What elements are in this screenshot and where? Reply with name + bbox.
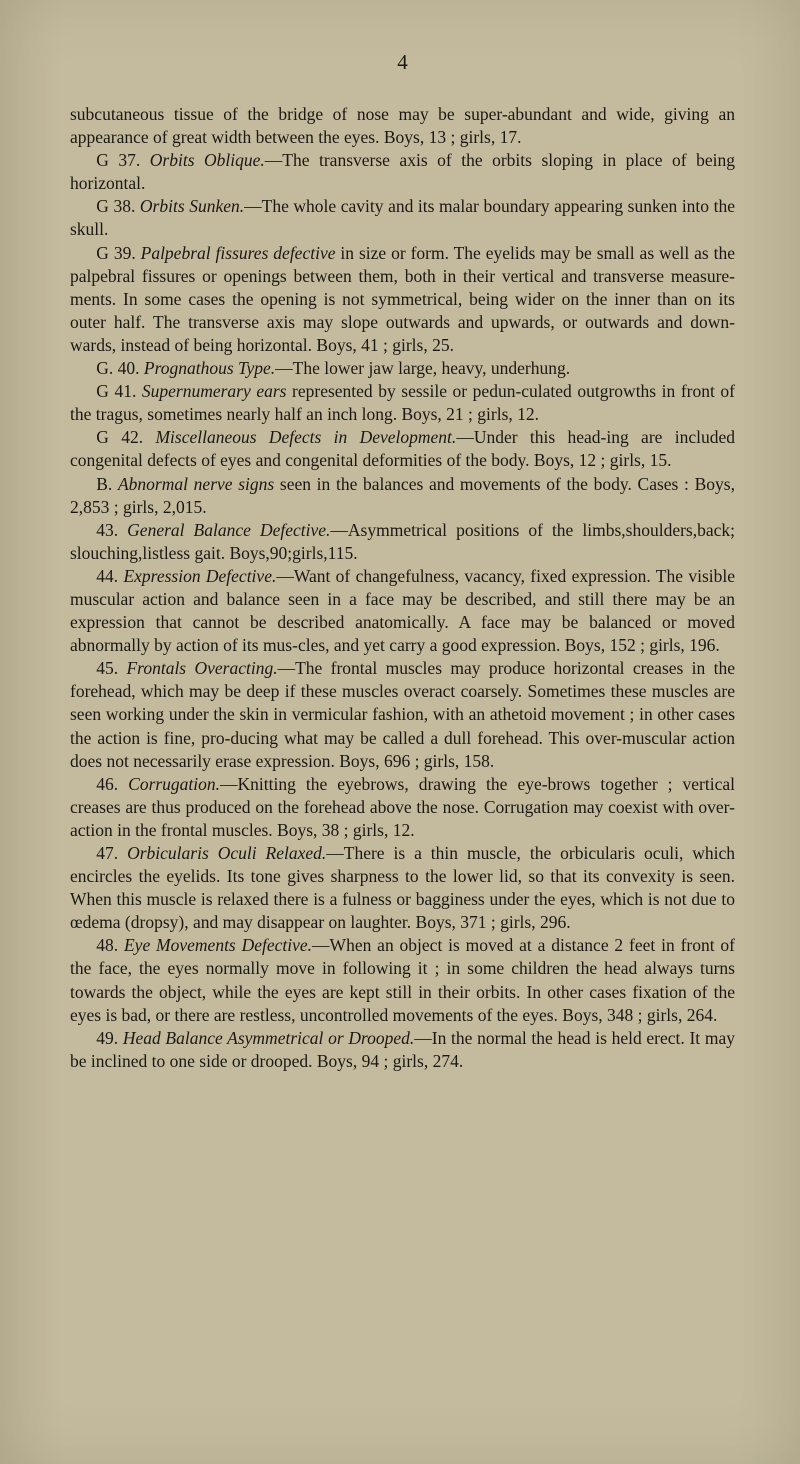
paragraph: 46. Corrugation.—Knitting the eyebrows, … <box>70 773 735 842</box>
paragraph: 44. Expression Defective.—Want of change… <box>70 565 735 657</box>
paragraph: subcutaneous tissue of the bridge of nos… <box>70 103 735 149</box>
paragraph: 43. General Balance Defective.—Asymmetri… <box>70 519 735 565</box>
paragraph: G 38. Orbits Sunken.—The whole cavity an… <box>70 195 735 241</box>
paragraph: G 42. Miscellaneous Defects in Developme… <box>70 426 735 472</box>
page-number: 4 <box>70 50 735 75</box>
paragraph: G. 40. Prognathous Type.—The lower jaw l… <box>70 357 735 380</box>
paragraph: G 41. Supernumerary ears represented by … <box>70 380 735 426</box>
paragraph: G 37. Orbits Oblique.—The transverse axi… <box>70 149 735 195</box>
document-page: 4 subcutaneous tissue of the bridge of n… <box>0 0 800 1464</box>
paragraph: 45. Frontals Overacting.—The frontal mus… <box>70 657 735 772</box>
body-text-container: subcutaneous tissue of the bridge of nos… <box>70 103 735 1073</box>
paragraph: 48. Eye Movements Defective.—When an obj… <box>70 934 735 1026</box>
paragraph: 47. Orbicularis Oculi Relaxed.—There is … <box>70 842 735 934</box>
paragraph: 49. Head Balance Asymmetrical or Drooped… <box>70 1027 735 1073</box>
paragraph: G 39. Palpebral fissures defective in si… <box>70 242 735 357</box>
paragraph: B. Abnormal nerve signs seen in the bala… <box>70 473 735 519</box>
